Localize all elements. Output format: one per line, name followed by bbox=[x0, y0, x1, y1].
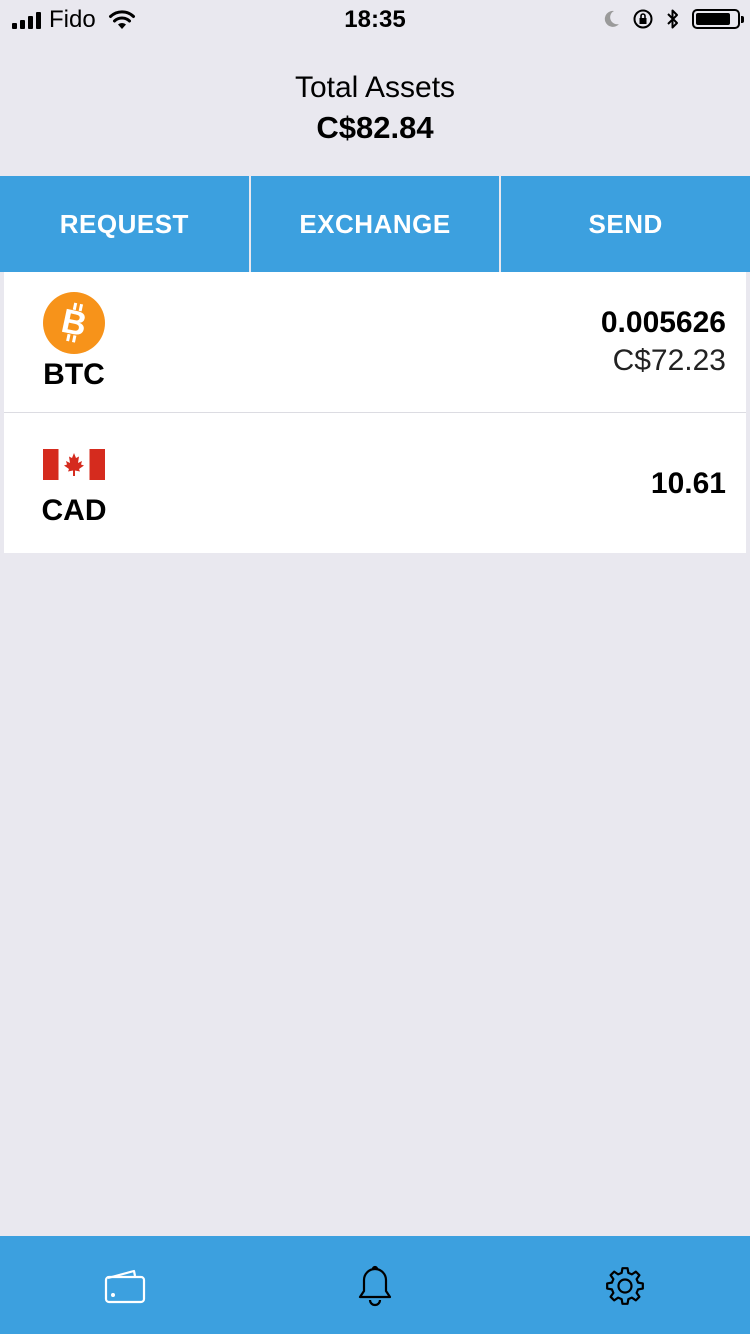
canada-flag-icon bbox=[43, 449, 105, 480]
status-time: 18:35 bbox=[344, 6, 406, 33]
wifi-icon bbox=[108, 10, 135, 29]
status-bar: Fido 18:35 bbox=[0, 0, 750, 40]
tab-bar bbox=[0, 1236, 750, 1334]
request-button[interactable]: REQUEST bbox=[59, 208, 189, 239]
moon-icon bbox=[604, 10, 619, 27]
wallet-icon bbox=[104, 1269, 146, 1304]
bell-icon bbox=[358, 1265, 392, 1307]
status-right bbox=[602, 8, 744, 30]
total-assets-label: Total Assets bbox=[294, 71, 456, 104]
battery-icon bbox=[692, 9, 744, 29]
total-assets-amount: C$82.84 bbox=[316, 110, 434, 145]
asset-list: B BTC 0.005626 C$72.23 CAD 10.61 bbox=[4, 272, 746, 553]
asset-coin: CAD bbox=[4, 449, 144, 528]
status-left: Fido bbox=[12, 6, 136, 34]
asset-symbol: CAD bbox=[41, 494, 107, 527]
asset-fiat-value: C$72.23 bbox=[612, 344, 726, 377]
asset-amount: 0.005626 bbox=[600, 306, 726, 339]
asset-row-btc[interactable]: B BTC 0.005626 C$72.23 bbox=[4, 272, 746, 412]
send-button[interactable]: SEND bbox=[499, 176, 750, 272]
exchange-button[interactable]: EXCHANGE bbox=[248, 176, 500, 272]
signal-strength-icon bbox=[12, 11, 41, 29]
carrier-name: Fido bbox=[49, 6, 96, 33]
tab-settings[interactable] bbox=[603, 1264, 647, 1308]
gear-icon bbox=[606, 1267, 644, 1305]
bluetooth-icon bbox=[667, 9, 678, 29]
asset-values: 0.005626 C$72.23 bbox=[601, 304, 726, 380]
tab-wallet[interactable] bbox=[103, 1264, 147, 1308]
asset-coin: B BTC bbox=[4, 292, 144, 392]
asset-values: 10.61 bbox=[651, 465, 726, 503]
total-assets-header: Total Assets C$82.84 bbox=[0, 68, 750, 148]
asset-symbol: BTC bbox=[43, 358, 105, 391]
asset-row-cad[interactable]: CAD 10.61 bbox=[4, 412, 746, 553]
action-bar: REQUEST EXCHANGE SEND bbox=[0, 176, 750, 272]
asset-amount: 10.61 bbox=[650, 467, 726, 500]
tab-notifications[interactable] bbox=[353, 1264, 397, 1308]
orientation-lock-icon bbox=[633, 9, 653, 29]
bitcoin-icon: B bbox=[43, 292, 105, 354]
